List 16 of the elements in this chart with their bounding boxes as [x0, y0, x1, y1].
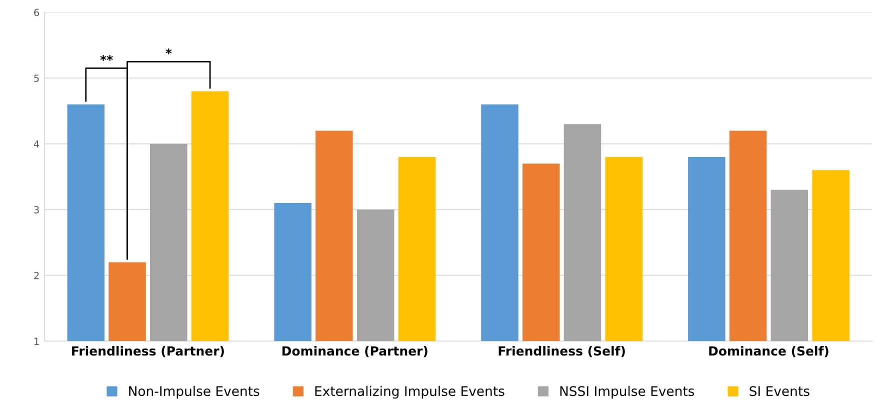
x-tick-label: Friendliness (Partner)	[72, 346, 224, 358]
x-tick-label: Friendliness (Self)	[498, 346, 625, 358]
legend-label: SI Events	[750, 386, 810, 396]
y-tick-label: 5	[34, 74, 39, 82]
annotation: *	[166, 48, 172, 54]
y-tick-label: 6	[34, 8, 40, 16]
annotation: **	[100, 55, 113, 61]
y-tick-label: 2	[34, 272, 39, 280]
x-tick-label: Dominance (Partner)	[282, 346, 428, 358]
y-tick-label: 4	[34, 140, 40, 148]
x-tick-label: Dominance (Self)	[709, 346, 828, 358]
legend-label: Non-Impulse Events	[129, 386, 260, 399]
y-tick-label: 1	[34, 338, 39, 345]
legend-label: Externalizing Impulse Events	[315, 386, 504, 399]
legend-label: NSSI Impulse Events	[560, 386, 694, 399]
y-tick-label: 3	[34, 206, 39, 214]
